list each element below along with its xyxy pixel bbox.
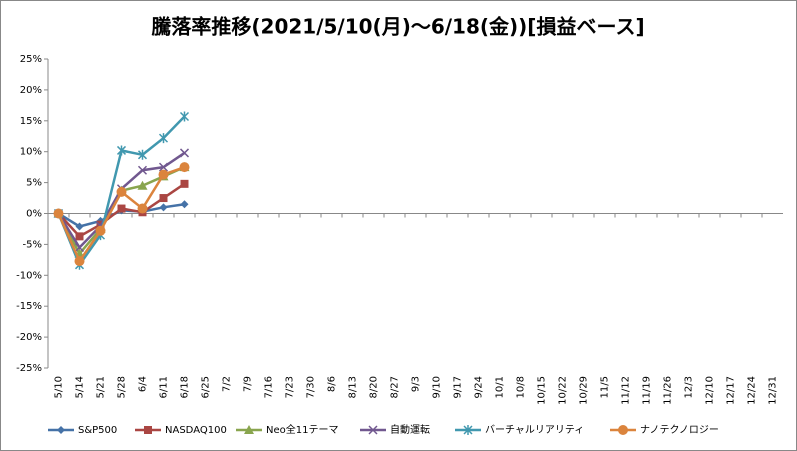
y-tick-label: -5% [23,239,42,250]
x-tick-label: 10/8 [516,376,527,398]
y-tick-label: -25% [16,363,42,374]
marker [158,133,169,144]
y-tick-label: 15% [20,116,42,127]
legend-label: ナノテクノロジー [640,424,719,436]
marker [95,225,106,236]
x-tick-label: 9/17 [453,376,464,398]
marker [137,165,148,175]
legend-label: S&P500 [78,425,117,436]
x-tick-label: 11/26 [663,376,674,405]
legend-label: 自動運転 [390,423,430,436]
marker [618,425,628,435]
legend-label: バーチャルリアリティ [485,424,584,436]
x-tick-label: 6/25 [201,376,212,398]
marker [116,145,127,156]
x-tick-label: 9/10 [432,376,443,398]
x-tick-label: 8/20 [369,376,380,398]
marker [159,203,168,212]
x-tick-label: 11/5 [600,376,611,398]
x-tick-label: 10/29 [579,376,590,405]
y-tick-label: 25% [20,54,42,65]
marker [180,179,189,188]
y-tick-label: -20% [16,332,42,343]
x-tick-label: 12/24 [747,376,758,405]
y-tick-label: 10% [20,147,42,158]
marker [116,186,127,197]
x-tick-label: 10/15 [537,376,548,405]
marker [244,425,254,434]
x-tick-label: 11/12 [621,376,632,405]
x-tick-label: 5/14 [75,376,86,398]
x-tick-label: 5/21 [96,376,107,398]
legend-label: Neo全11テーマ [266,423,338,436]
x-tick-label: 7/30 [306,376,317,398]
y-tick-label: -15% [16,301,42,312]
x-tick-label: 6/11 [159,376,170,398]
marker [53,208,64,219]
x-tick-label: 12/31 [768,376,779,405]
y-tick-label: 20% [20,85,42,96]
y-tick-label: -10% [16,270,42,281]
x-tick-label: 7/9 [243,376,254,392]
marker [75,222,84,231]
marker [57,426,65,434]
x-tick-label: 7/23 [285,376,296,398]
marker [179,148,190,158]
marker [158,169,169,180]
x-tick-label: 6/4 [138,376,149,392]
marker [158,162,169,172]
x-tick-label: 8/6 [327,376,338,392]
y-tick-label: 0% [26,209,42,220]
legend-label: NASDAQ100 [165,425,227,436]
x-tick-label: 10/1 [495,376,506,398]
marker [179,111,190,122]
marker [180,200,189,209]
x-tick-label: 10/22 [558,376,569,405]
marker [144,426,152,434]
x-tick-label: 12/3 [684,376,695,398]
x-tick-label: 5/28 [117,376,128,398]
marker [137,180,148,190]
x-tick-label: 8/27 [390,376,401,398]
marker [463,425,473,435]
marker [137,149,148,160]
marker [368,425,378,435]
marker [75,232,84,241]
x-tick-label: 12/17 [726,376,737,405]
x-tick-label: 5/10 [54,376,65,398]
x-tick-label: 11/19 [642,376,653,405]
x-tick-label: 8/13 [348,376,359,398]
marker [179,162,190,173]
x-tick-label: 7/2 [222,376,233,392]
y-tick-label: 5% [26,178,42,189]
marker [74,256,85,267]
x-tick-label: 12/10 [705,376,716,405]
x-tick-label: 9/24 [474,376,485,398]
marker [74,242,85,253]
chart-title: 騰落率推移(2021/5/10(月)～6/18(金))[損益ベース] [151,15,644,39]
x-tick-label: 7/16 [264,376,275,398]
x-tick-label: 6/18 [180,376,191,398]
marker [137,203,148,214]
marker [159,194,168,203]
marker [117,204,126,213]
x-tick-label: 9/3 [411,376,422,392]
